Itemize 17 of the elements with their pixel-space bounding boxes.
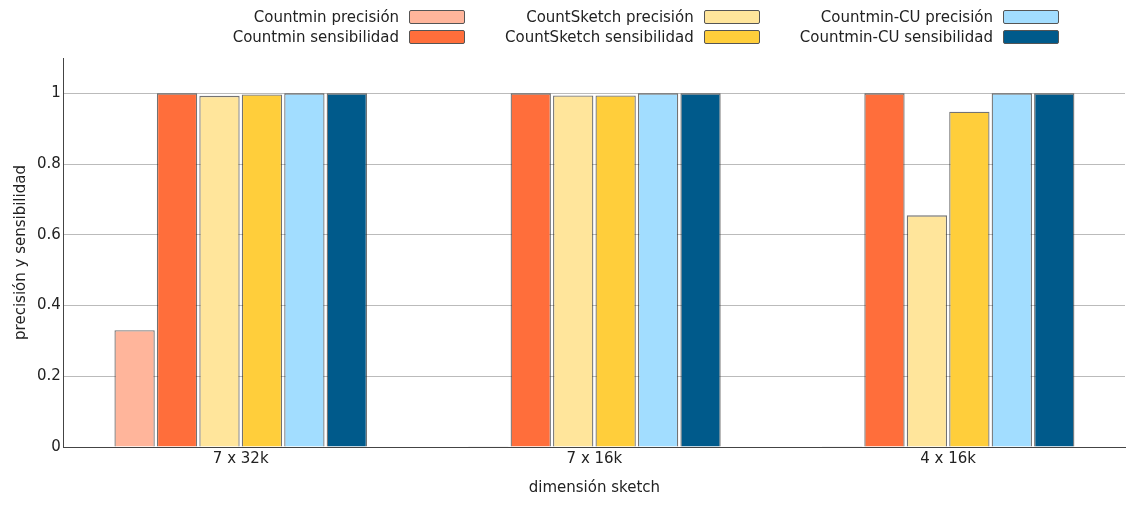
legend-label: Countmin-CU sensibilidad	[799, 28, 993, 46]
x-tick-label: 4 x 16k	[920, 448, 977, 467]
y-tick-label: 1	[51, 83, 61, 102]
legend-label: CountSketch precisión	[526, 8, 694, 26]
x-axis-title: dimensión sketch	[528, 477, 661, 496]
y-tick-label: 0.4	[37, 295, 61, 314]
legend-label: Countmin precisión	[253, 8, 400, 26]
x-tick-label: 7 x 16k	[566, 448, 623, 467]
legend-label: Countmin-CU precisión	[820, 8, 993, 26]
legend-label: Countmin sensibilidad	[232, 28, 400, 46]
x-tick-label: 7 x 32k	[212, 448, 269, 467]
y-tick-label: 0	[51, 436, 61, 455]
y-tick-label: 0.6	[37, 224, 61, 243]
legend-label: CountSketch sensibilidad	[505, 28, 694, 46]
y-tick-label: 0.2	[37, 366, 61, 385]
y-tick-label: 0.8	[37, 153, 61, 172]
y-axis-title: precisión y sensibilidad	[10, 165, 29, 340]
